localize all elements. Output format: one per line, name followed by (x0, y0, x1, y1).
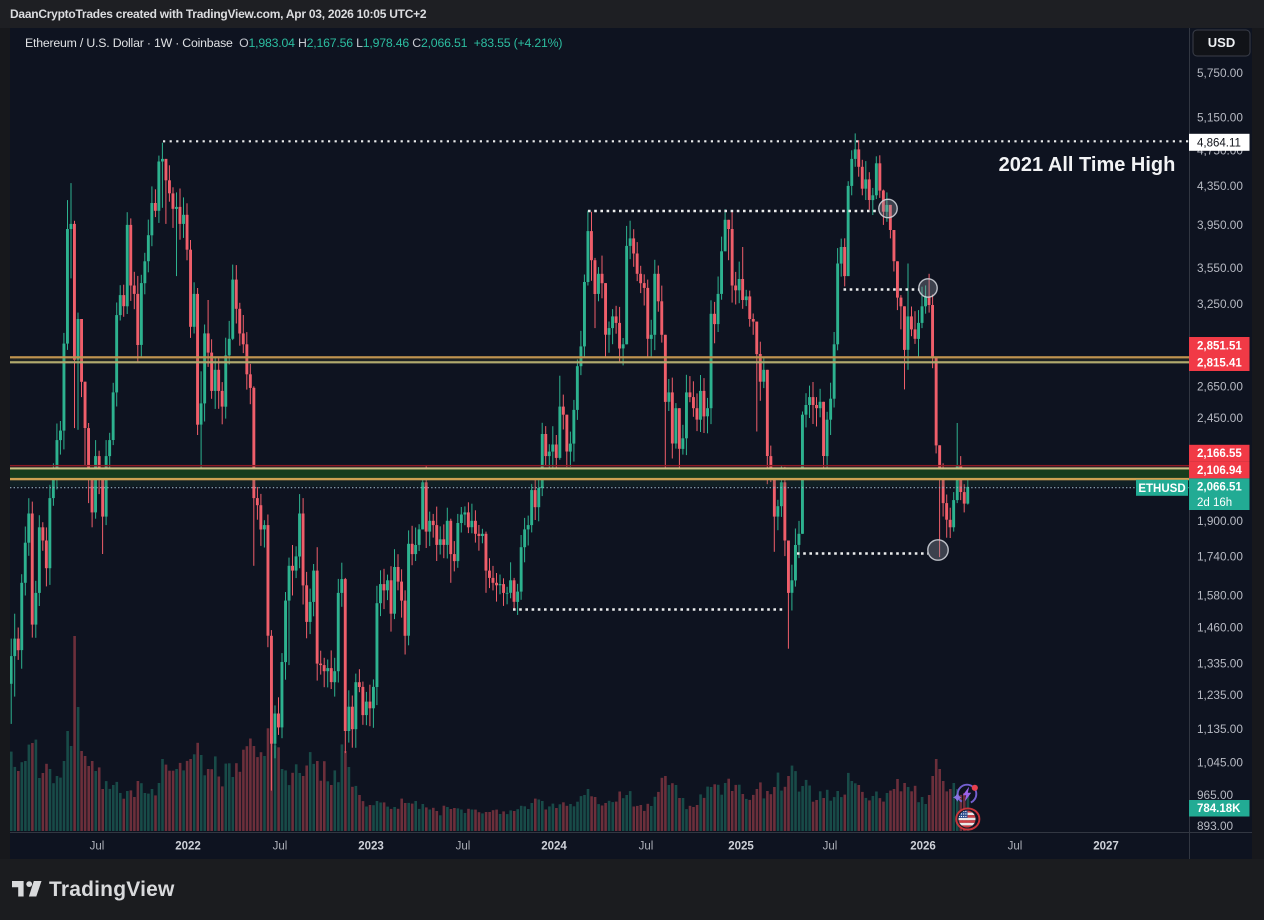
svg-text:5,150.00: 5,150.00 (1197, 111, 1243, 125)
svg-text:Jul: Jul (823, 841, 838, 853)
svg-text:2023: 2023 (358, 841, 384, 853)
svg-text:4,350.00: 4,350.00 (1197, 179, 1243, 193)
svg-text:2026: 2026 (910, 841, 936, 853)
svg-text:5,750.00: 5,750.00 (1197, 66, 1243, 80)
svg-text:4,864.11: 4,864.11 (1197, 137, 1241, 149)
svg-text:USD: USD (1208, 35, 1235, 50)
svg-text:2,066.51: 2,066.51 (1197, 481, 1242, 493)
svg-text:2,450.00: 2,450.00 (1197, 411, 1243, 425)
svg-text:965.00: 965.00 (1197, 788, 1234, 802)
svg-text:2024: 2024 (541, 841, 567, 853)
svg-text:893.00: 893.00 (1197, 819, 1234, 833)
svg-text:1,740.00: 1,740.00 (1197, 549, 1243, 563)
svg-text:2025: 2025 (728, 841, 754, 853)
svg-text:1,460.00: 1,460.00 (1197, 620, 1243, 634)
svg-text:784.18K: 784.18K (1197, 803, 1241, 815)
svg-text:ETHUSD: ETHUSD (1138, 483, 1185, 495)
svg-text:Jul: Jul (273, 841, 288, 853)
svg-text:2022: 2022 (175, 841, 201, 853)
svg-text:3,250.00: 3,250.00 (1197, 297, 1243, 311)
svg-text:2027: 2027 (1093, 841, 1119, 853)
svg-text:2,166.55: 2,166.55 (1197, 448, 1242, 460)
svg-text:2,815.41: 2,815.41 (1197, 358, 1242, 370)
svg-text:3,550.00: 3,550.00 (1197, 261, 1243, 275)
svg-text:1,335.00: 1,335.00 (1197, 657, 1243, 671)
svg-text:2,650.00: 2,650.00 (1197, 379, 1243, 393)
svg-text:2021 All Time High: 2021 All Time High (999, 154, 1176, 176)
svg-text:Jul: Jul (456, 841, 471, 853)
svg-text:1,045.00: 1,045.00 (1197, 756, 1243, 770)
svg-text:1,235.00: 1,235.00 (1197, 688, 1243, 702)
svg-text:3,950.00: 3,950.00 (1197, 218, 1243, 232)
svg-text:2d 16h: 2d 16h (1197, 497, 1232, 509)
svg-text:2,851.51: 2,851.51 (1197, 341, 1242, 353)
svg-text:1,135.00: 1,135.00 (1197, 722, 1243, 736)
svg-text:2,106.94: 2,106.94 (1197, 465, 1242, 477)
svg-text:Jul: Jul (90, 841, 105, 853)
svg-text:Jul: Jul (639, 841, 654, 853)
svg-text:1,900.00: 1,900.00 (1197, 514, 1243, 528)
svg-text:1,580.00: 1,580.00 (1197, 588, 1243, 602)
svg-text:Jul: Jul (1008, 841, 1023, 853)
